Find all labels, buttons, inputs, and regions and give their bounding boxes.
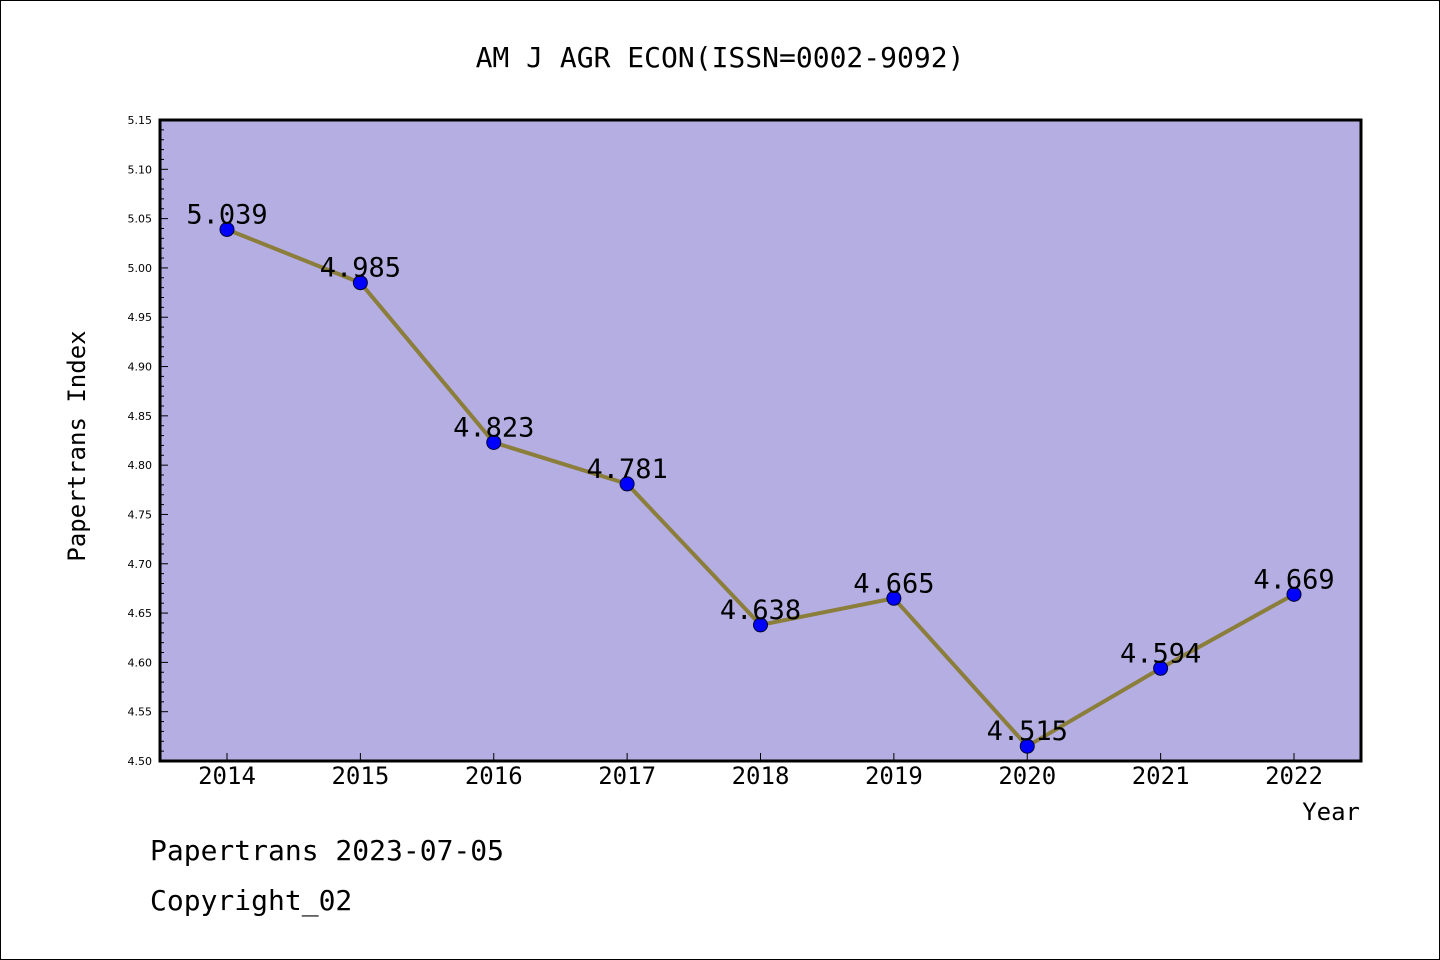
y-tick-label: 4.65 xyxy=(128,607,153,620)
x-axis-label: Year xyxy=(1302,798,1360,826)
data-point xyxy=(753,617,768,633)
x-tick-label: 2020 xyxy=(998,762,1056,790)
plot-area xyxy=(160,120,1361,761)
data-label: 4.823 xyxy=(453,412,534,443)
footer-copyright: Copyright_02 xyxy=(150,884,353,917)
data-point xyxy=(486,434,502,450)
x-tick-label: 2018 xyxy=(732,762,790,790)
data-point xyxy=(1153,660,1169,676)
y-tick-label: 4.60 xyxy=(128,656,153,669)
data-label: 4.515 xyxy=(987,716,1068,747)
chart-title: AM J AGR ECON(ISSN=0002-9092) xyxy=(476,41,965,74)
data-label: 4.669 xyxy=(1253,564,1334,595)
y-tick-label: 4.55 xyxy=(128,706,153,719)
x-tick-label: 2014 xyxy=(198,762,256,790)
y-tick-label: 4.80 xyxy=(128,459,153,472)
y-tick-label: 4.85 xyxy=(128,410,153,423)
y-axis-label: Papertrans Index xyxy=(63,330,91,561)
data-point xyxy=(619,476,635,492)
x-tick-label: 2022 xyxy=(1265,762,1323,790)
data-point xyxy=(219,221,235,237)
y-tick-label: 5.05 xyxy=(128,213,153,226)
data-point xyxy=(352,275,368,291)
x-tick-label: 2016 xyxy=(465,762,523,790)
y-tick-label: 4.70 xyxy=(128,558,153,571)
x-tick-label: 2017 xyxy=(598,762,656,790)
y-tick-label: 4.50 xyxy=(128,755,153,768)
footer-date: Papertrans 2023-07-05 xyxy=(150,834,505,867)
x-tick-label: 2021 xyxy=(1132,762,1190,790)
data-label: 5.039 xyxy=(186,199,267,230)
y-tick-label: 5.15 xyxy=(128,114,153,127)
x-tick-label: 2019 xyxy=(865,762,923,790)
data-label: 4.638 xyxy=(720,595,801,626)
y-tick-label: 5.10 xyxy=(128,163,153,176)
y-tick-label: 4.90 xyxy=(128,361,153,374)
plot-border xyxy=(158,118,1363,763)
data-label: 4.594 xyxy=(1120,638,1201,669)
y-tick-label: 4.75 xyxy=(128,508,153,521)
x-tick-label: 2015 xyxy=(331,762,389,790)
data-label: 4.985 xyxy=(320,253,401,284)
data-point xyxy=(1019,738,1035,754)
y-tick-label: 4.95 xyxy=(128,311,153,324)
y-tick-label: 5.00 xyxy=(128,262,153,275)
data-label: 4.665 xyxy=(853,568,934,599)
data-label: 4.781 xyxy=(586,454,667,485)
data-point xyxy=(1286,586,1302,602)
data-point xyxy=(886,590,902,606)
